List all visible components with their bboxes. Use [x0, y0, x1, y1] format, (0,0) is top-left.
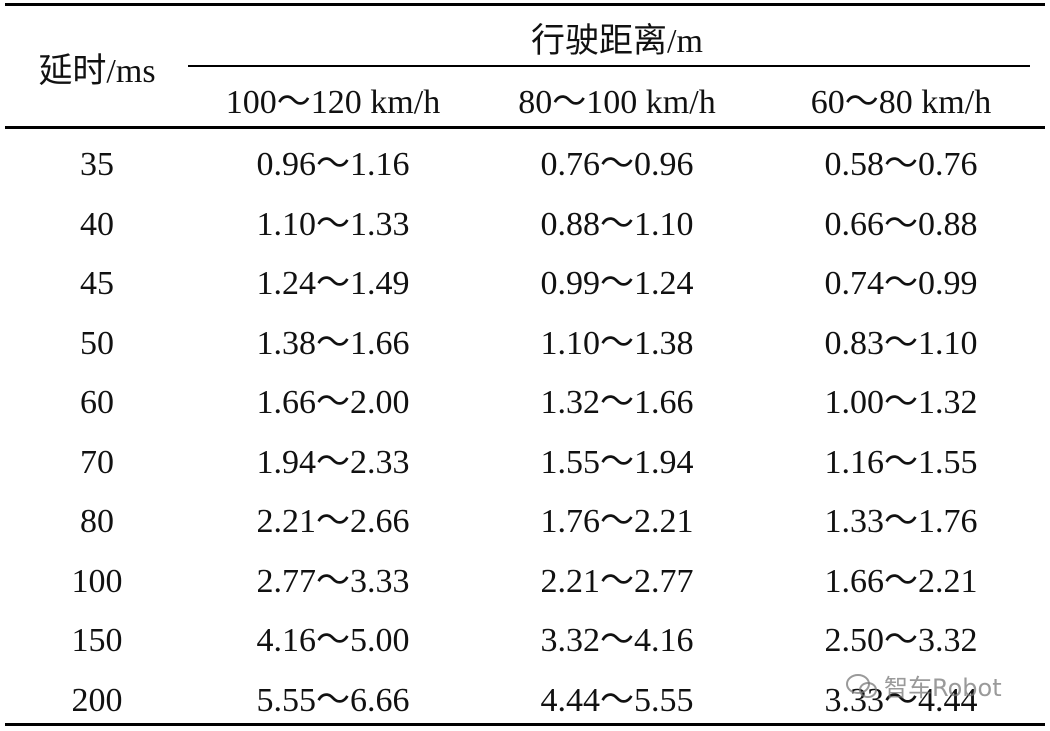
top-rule [5, 3, 1045, 6]
row-label: 50 [80, 324, 114, 362]
table-cell: 1.10～1.38 [540, 324, 694, 362]
table-cell: 3.33～4.44 [824, 681, 978, 719]
row-label: 60 [80, 384, 114, 421]
table-cell: 1.66～2.21 [824, 562, 978, 600]
table-cell: 1.38～1.66 [256, 324, 410, 362]
table-cell: 0.96～1.16 [256, 146, 410, 183]
table-cell: 1.55～1.94 [540, 443, 694, 481]
table-cell: 2.21～2.66 [256, 503, 410, 540]
column-header: 100～120 km/h [225, 84, 441, 121]
table-cell: 0.88～1.10 [540, 205, 694, 243]
table-cell: 0.99～1.24 [540, 265, 694, 302]
table-cell: 4.16～5.00 [256, 622, 410, 659]
table-cell: 2.50～3.32 [824, 622, 978, 659]
row-label: 45 [80, 265, 114, 302]
table-cell: 2.77～3.33 [256, 562, 410, 600]
table-cell: 2.21～2.77 [540, 562, 694, 600]
row-label: 40 [80, 205, 114, 243]
table-cell: 1.10～1.33 [256, 205, 410, 243]
table-cell: 1.00～1.32 [824, 384, 978, 421]
group-header: 行驶距离/m [531, 23, 703, 60]
table-cell: 4.44～5.55 [540, 681, 694, 719]
column-header: 60～80 km/h [810, 84, 992, 121]
watermark-text: 智车Robot [884, 674, 1002, 702]
row-label: 100 [71, 562, 123, 600]
table-cell: 3.32～4.16 [540, 622, 694, 659]
table-cell: 0.76～0.96 [540, 146, 694, 183]
table-cell: 0.74～0.99 [824, 265, 978, 302]
table-cell: 0.83～1.10 [824, 324, 978, 362]
table-cell: 0.58～0.76 [824, 146, 978, 183]
group-rule [188, 65, 1030, 67]
table-cell: 1.16～1.55 [824, 443, 978, 481]
table-cell: 0.66～0.88 [824, 205, 978, 243]
row-label: 150 [71, 622, 123, 659]
watermark: 智车Robot [846, 668, 1002, 703]
bottom-rule [5, 723, 1045, 726]
header-rule [5, 126, 1045, 129]
watermark-icon [846, 673, 877, 698]
row-label: 80 [80, 503, 114, 540]
table-cell: 1.94～2.33 [256, 443, 410, 481]
table-cell: 1.24～1.49 [256, 265, 410, 302]
table-cell: 1.66～2.00 [256, 384, 410, 421]
row-label: 35 [80, 146, 114, 183]
row-label: 70 [80, 443, 114, 481]
table-cell: 5.55～6.66 [256, 681, 410, 719]
table-cell: 1.76～2.21 [540, 503, 694, 540]
row-label: 200 [71, 681, 123, 719]
table-cell: 1.33～1.76 [824, 503, 978, 540]
table-cell: 1.32～1.66 [540, 384, 694, 421]
column-header: 80～100 km/h [518, 84, 716, 121]
row-header: 延时/ms [38, 53, 156, 90]
